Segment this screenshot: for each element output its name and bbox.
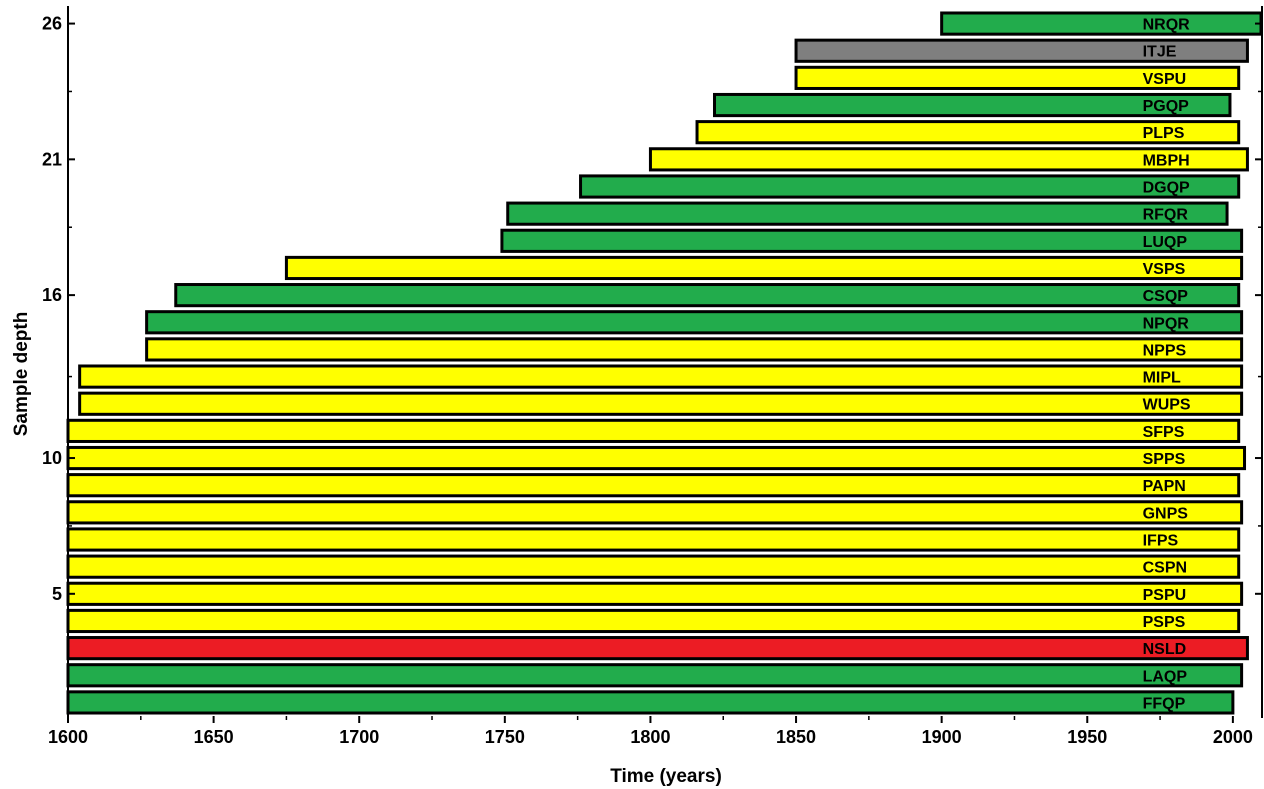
x-tick-label-1800: 1800	[630, 727, 670, 747]
bar-label-mbph: MBPH	[1143, 152, 1190, 169]
bar-label-vspu: VSPU	[1143, 71, 1187, 88]
x-tick-label-1600: 1600	[48, 727, 88, 747]
bar-label-nrqr: NRQR	[1143, 17, 1191, 34]
x-tick-label-1950: 1950	[1067, 727, 1107, 747]
bar-itje	[794, 38, 1249, 63]
bar-ffqp	[66, 690, 1235, 715]
bar-label-nsld: NSLD	[1143, 641, 1187, 658]
bar-luqp	[500, 228, 1244, 253]
bar-laqp	[66, 663, 1244, 688]
bar-label-gnps: GNPS	[1143, 505, 1189, 522]
bar-label-npqr: NPQR	[1143, 315, 1190, 332]
bar-label-ifps: IFPS	[1143, 533, 1179, 550]
bar-rfqr	[506, 201, 1229, 226]
y-tick-label-5: 5	[52, 584, 62, 604]
bar-vsps	[284, 255, 1244, 281]
bar-label-pspu: PSPU	[1143, 587, 1187, 604]
y-tick-label-10: 10	[42, 448, 62, 468]
bar-nrqr	[940, 11, 1263, 36]
bar-label-wups: WUPS	[1143, 397, 1191, 414]
bar-npps	[145, 337, 1244, 362]
bar-label-dgqp: DGQP	[1143, 180, 1190, 197]
bar-label-plps: PLPS	[1143, 125, 1185, 142]
bars-group: FFQP LAQP NSLD PSPS PSPU CSPN IFPS GNPS PAPN SPPS…	[66, 11, 1263, 715]
bar-label-csqp: CSQP	[1143, 288, 1189, 305]
bar-csqp	[174, 283, 1241, 308]
bar-nsld	[66, 636, 1249, 661]
y-tick-label-26: 26	[42, 14, 62, 34]
x-tick-label-2000: 2000	[1213, 727, 1253, 747]
bar-pspu	[66, 581, 1244, 606]
y-tick-label-21: 21	[42, 149, 62, 169]
bar-label-laqp: LAQP	[1143, 668, 1188, 685]
x-tick-label-1850: 1850	[776, 727, 816, 747]
bar-label-rfqr: RFQR	[1143, 207, 1189, 224]
bar-label-psps: PSPS	[1143, 614, 1186, 631]
bar-plps	[695, 120, 1241, 145]
bar-label-vsps: VSPS	[1143, 261, 1186, 278]
bar-label-sfps: SFPS	[1143, 424, 1185, 441]
bar-cspn	[66, 554, 1241, 579]
bar-gnps	[66, 500, 1244, 525]
bar-label-pgqp: PGQP	[1143, 98, 1190, 115]
bar-label-luqp: LUQP	[1143, 234, 1188, 251]
bar-spps	[66, 445, 1247, 471]
bar-wups	[78, 391, 1244, 416]
axes-group: 1600 1650 1700 1750 1800 1850 1900 1950 2000 5 10 1…	[42, 6, 1263, 747]
bar-papn	[66, 473, 1241, 498]
bar-label-mipl: MIPL	[1143, 370, 1181, 387]
bar-label-cspn: CSPN	[1143, 560, 1187, 577]
bar-pgqp	[713, 92, 1232, 118]
y-axis-title: Sample depth	[11, 312, 32, 437]
x-tick-label-1750: 1750	[485, 727, 525, 747]
bar-label-ffqp: FFQP	[1143, 695, 1186, 712]
bar-psps	[66, 608, 1241, 634]
bar-vspu	[794, 65, 1241, 90]
bar-npqr	[145, 310, 1244, 335]
y-tick-label-16: 16	[42, 285, 62, 305]
bar-mipl	[78, 364, 1244, 389]
bar-sfps	[66, 418, 1241, 443]
bar-label-npps: NPPS	[1143, 342, 1187, 359]
bar-label-spps: SPPS	[1143, 451, 1186, 468]
x-tick-label-1900: 1900	[922, 727, 962, 747]
bar-ifps	[66, 527, 1241, 552]
x-axis-title: Time (years)	[610, 766, 722, 787]
bar-mbph	[648, 147, 1249, 172]
bar-label-papn: PAPN	[1143, 478, 1186, 495]
x-tick-label-1700: 1700	[339, 727, 379, 747]
bar-dgqp	[579, 174, 1241, 199]
bar-label-itje: ITJE	[1143, 44, 1177, 61]
x-tick-label-1650: 1650	[194, 727, 234, 747]
